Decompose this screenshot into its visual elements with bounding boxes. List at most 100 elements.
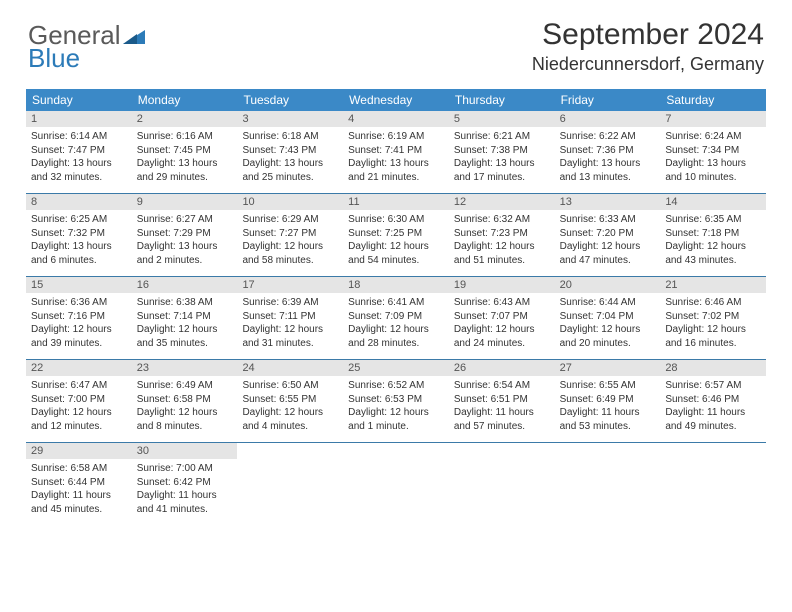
day-cell: 28Sunrise: 6:57 AMSunset: 6:46 PMDayligh… xyxy=(660,360,766,442)
day-details: Sunrise: 6:47 AMSunset: 7:00 PMDaylight:… xyxy=(26,376,132,437)
day-cell: 29Sunrise: 6:58 AMSunset: 6:44 PMDayligh… xyxy=(26,443,132,525)
day-number: 11 xyxy=(343,194,449,210)
day-header: Monday xyxy=(132,89,238,111)
day-details: Sunrise: 6:58 AMSunset: 6:44 PMDaylight:… xyxy=(26,459,132,520)
week-row: 15Sunrise: 6:36 AMSunset: 7:16 PMDayligh… xyxy=(26,277,766,360)
day-details: Sunrise: 6:30 AMSunset: 7:25 PMDaylight:… xyxy=(343,210,449,271)
day-details: Sunrise: 6:50 AMSunset: 6:55 PMDaylight:… xyxy=(237,376,343,437)
day-cell: 24Sunrise: 6:50 AMSunset: 6:55 PMDayligh… xyxy=(237,360,343,442)
day-number: 22 xyxy=(26,360,132,376)
day-number: 16 xyxy=(132,277,238,293)
day-details: Sunrise: 6:52 AMSunset: 6:53 PMDaylight:… xyxy=(343,376,449,437)
day-details: Sunrise: 6:44 AMSunset: 7:04 PMDaylight:… xyxy=(555,293,661,354)
week-row: 29Sunrise: 6:58 AMSunset: 6:44 PMDayligh… xyxy=(26,443,766,525)
day-header: Saturday xyxy=(660,89,766,111)
day-number: 5 xyxy=(449,111,555,127)
day-cell: 18Sunrise: 6:41 AMSunset: 7:09 PMDayligh… xyxy=(343,277,449,359)
day-cell: 27Sunrise: 6:55 AMSunset: 6:49 PMDayligh… xyxy=(555,360,661,442)
day-number xyxy=(555,443,661,459)
day-number: 15 xyxy=(26,277,132,293)
day-header: Friday xyxy=(555,89,661,111)
day-number: 19 xyxy=(449,277,555,293)
header: GeneralBlue September 2024 Niedercunners… xyxy=(0,0,792,83)
day-cell: 4Sunrise: 6:19 AMSunset: 7:41 PMDaylight… xyxy=(343,111,449,193)
day-details: Sunrise: 6:46 AMSunset: 7:02 PMDaylight:… xyxy=(660,293,766,354)
day-details: Sunrise: 6:54 AMSunset: 6:51 PMDaylight:… xyxy=(449,376,555,437)
day-number: 24 xyxy=(237,360,343,376)
day-number xyxy=(449,443,555,459)
day-cell xyxy=(449,443,555,525)
day-number xyxy=(660,443,766,459)
day-header: Wednesday xyxy=(343,89,449,111)
day-details: Sunrise: 6:18 AMSunset: 7:43 PMDaylight:… xyxy=(237,127,343,188)
day-details: Sunrise: 6:38 AMSunset: 7:14 PMDaylight:… xyxy=(132,293,238,354)
day-header: Tuesday xyxy=(237,89,343,111)
day-details: Sunrise: 6:27 AMSunset: 7:29 PMDaylight:… xyxy=(132,210,238,271)
day-number: 14 xyxy=(660,194,766,210)
day-cell: 14Sunrise: 6:35 AMSunset: 7:18 PMDayligh… xyxy=(660,194,766,276)
day-cell: 20Sunrise: 6:44 AMSunset: 7:04 PMDayligh… xyxy=(555,277,661,359)
day-cell: 19Sunrise: 6:43 AMSunset: 7:07 PMDayligh… xyxy=(449,277,555,359)
day-number: 13 xyxy=(555,194,661,210)
day-number: 25 xyxy=(343,360,449,376)
day-header: Thursday xyxy=(449,89,555,111)
calendar: SundayMondayTuesdayWednesdayThursdayFrid… xyxy=(26,89,766,525)
week-row: 8Sunrise: 6:25 AMSunset: 7:32 PMDaylight… xyxy=(26,194,766,277)
day-cell: 25Sunrise: 6:52 AMSunset: 6:53 PMDayligh… xyxy=(343,360,449,442)
day-details: Sunrise: 6:19 AMSunset: 7:41 PMDaylight:… xyxy=(343,127,449,188)
logo: GeneralBlue xyxy=(28,24,145,71)
logo-triangle-icon xyxy=(123,24,145,47)
day-cell xyxy=(237,443,343,525)
day-cell xyxy=(660,443,766,525)
day-number: 17 xyxy=(237,277,343,293)
day-number: 9 xyxy=(132,194,238,210)
day-details: Sunrise: 6:25 AMSunset: 7:32 PMDaylight:… xyxy=(26,210,132,271)
week-row: 22Sunrise: 6:47 AMSunset: 7:00 PMDayligh… xyxy=(26,360,766,443)
day-details: Sunrise: 6:33 AMSunset: 7:20 PMDaylight:… xyxy=(555,210,661,271)
day-number: 10 xyxy=(237,194,343,210)
day-cell: 11Sunrise: 6:30 AMSunset: 7:25 PMDayligh… xyxy=(343,194,449,276)
day-number: 20 xyxy=(555,277,661,293)
logo-text: GeneralBlue xyxy=(28,24,145,71)
day-cell: 22Sunrise: 6:47 AMSunset: 7:00 PMDayligh… xyxy=(26,360,132,442)
day-header: Sunday xyxy=(26,89,132,111)
page-title: September 2024 xyxy=(532,18,764,52)
day-cell: 23Sunrise: 6:49 AMSunset: 6:58 PMDayligh… xyxy=(132,360,238,442)
day-number: 28 xyxy=(660,360,766,376)
day-number: 21 xyxy=(660,277,766,293)
day-details: Sunrise: 6:39 AMSunset: 7:11 PMDaylight:… xyxy=(237,293,343,354)
day-number: 18 xyxy=(343,277,449,293)
day-number: 8 xyxy=(26,194,132,210)
day-number: 3 xyxy=(237,111,343,127)
day-details: Sunrise: 6:14 AMSunset: 7:47 PMDaylight:… xyxy=(26,127,132,188)
day-number: 29 xyxy=(26,443,132,459)
day-cell: 6Sunrise: 6:22 AMSunset: 7:36 PMDaylight… xyxy=(555,111,661,193)
day-cell: 12Sunrise: 6:32 AMSunset: 7:23 PMDayligh… xyxy=(449,194,555,276)
title-block: September 2024 Niedercunnersdorf, German… xyxy=(532,18,764,75)
day-number: 12 xyxy=(449,194,555,210)
day-cell: 30Sunrise: 7:00 AMSunset: 6:42 PMDayligh… xyxy=(132,443,238,525)
day-cell: 16Sunrise: 6:38 AMSunset: 7:14 PMDayligh… xyxy=(132,277,238,359)
day-details: Sunrise: 6:16 AMSunset: 7:45 PMDaylight:… xyxy=(132,127,238,188)
day-number: 1 xyxy=(26,111,132,127)
day-details: Sunrise: 6:29 AMSunset: 7:27 PMDaylight:… xyxy=(237,210,343,271)
day-cell: 5Sunrise: 6:21 AMSunset: 7:38 PMDaylight… xyxy=(449,111,555,193)
day-details: Sunrise: 6:21 AMSunset: 7:38 PMDaylight:… xyxy=(449,127,555,188)
day-details: Sunrise: 6:24 AMSunset: 7:34 PMDaylight:… xyxy=(660,127,766,188)
day-details: Sunrise: 7:00 AMSunset: 6:42 PMDaylight:… xyxy=(132,459,238,520)
day-cell: 8Sunrise: 6:25 AMSunset: 7:32 PMDaylight… xyxy=(26,194,132,276)
day-number: 27 xyxy=(555,360,661,376)
day-details: Sunrise: 6:36 AMSunset: 7:16 PMDaylight:… xyxy=(26,293,132,354)
day-cell: 10Sunrise: 6:29 AMSunset: 7:27 PMDayligh… xyxy=(237,194,343,276)
day-cell: 13Sunrise: 6:33 AMSunset: 7:20 PMDayligh… xyxy=(555,194,661,276)
day-details: Sunrise: 6:43 AMSunset: 7:07 PMDaylight:… xyxy=(449,293,555,354)
day-number: 2 xyxy=(132,111,238,127)
day-cell xyxy=(555,443,661,525)
day-number: 7 xyxy=(660,111,766,127)
day-details: Sunrise: 6:32 AMSunset: 7:23 PMDaylight:… xyxy=(449,210,555,271)
day-cell: 3Sunrise: 6:18 AMSunset: 7:43 PMDaylight… xyxy=(237,111,343,193)
day-cell: 21Sunrise: 6:46 AMSunset: 7:02 PMDayligh… xyxy=(660,277,766,359)
location-label: Niedercunnersdorf, Germany xyxy=(532,54,764,75)
day-number xyxy=(237,443,343,459)
day-details: Sunrise: 6:57 AMSunset: 6:46 PMDaylight:… xyxy=(660,376,766,437)
